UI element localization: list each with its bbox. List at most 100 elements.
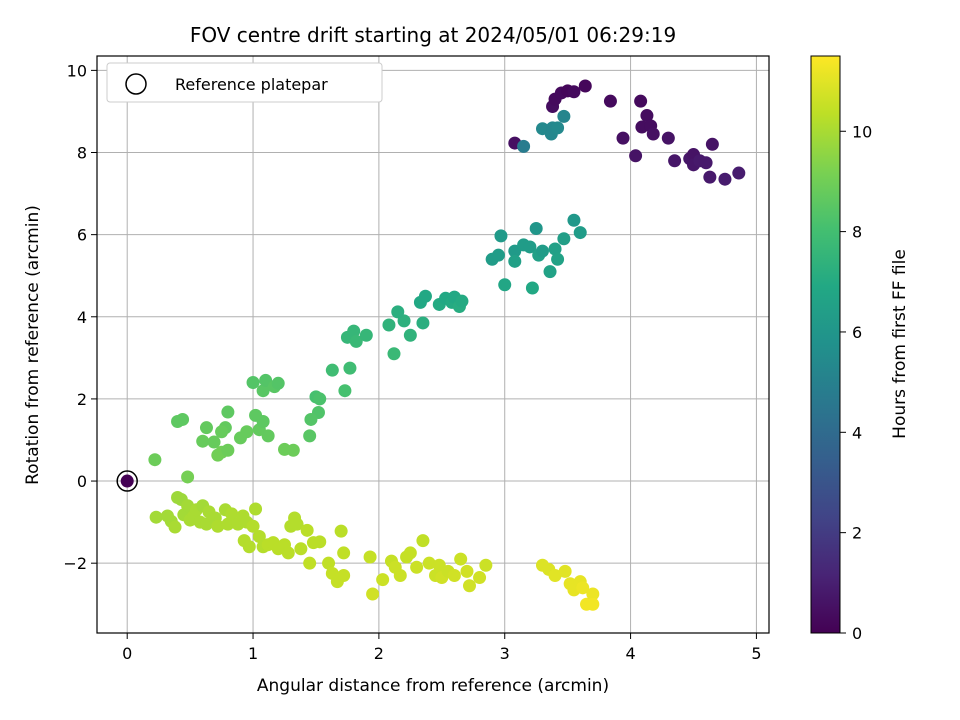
data-point	[261, 429, 275, 443]
y-tick-label: −2	[63, 554, 87, 573]
x-ticks: 0 1 2 3 4 5	[122, 633, 762, 663]
data-point	[325, 363, 339, 377]
grid	[97, 56, 769, 633]
data-point	[221, 405, 235, 419]
x-tick-label: 1	[248, 644, 258, 663]
data-point	[523, 240, 537, 254]
data-point	[246, 519, 260, 533]
colorbar-tick-label: 4	[852, 423, 862, 442]
data-point	[376, 573, 390, 587]
data-point	[334, 524, 348, 538]
data-point	[347, 324, 361, 338]
data-point	[211, 519, 225, 533]
data-point	[705, 137, 719, 151]
data-point	[382, 318, 396, 332]
data-point	[498, 278, 512, 292]
data-point	[640, 109, 654, 123]
data-point	[629, 149, 643, 163]
chart-title: FOV centre drift starting at 2024/05/01 …	[190, 23, 676, 47]
x-tick-label: 3	[500, 644, 510, 663]
data-point	[391, 305, 405, 319]
data-point	[462, 579, 476, 593]
data-point	[567, 213, 581, 227]
data-point	[160, 509, 174, 523]
data-point	[397, 314, 411, 328]
data-point	[646, 127, 660, 141]
legend: Reference platepar	[106, 62, 383, 103]
data-point	[529, 221, 543, 235]
colorbar: 0 2 4 6 8 10 Hours from first FF file	[810, 55, 910, 643]
data-point	[454, 552, 468, 566]
data-point	[460, 564, 474, 578]
colorbar-tick-label: 8	[852, 223, 862, 242]
data-point	[479, 558, 493, 572]
data-point	[240, 425, 254, 439]
data-point	[403, 328, 417, 342]
data-point	[149, 510, 163, 524]
y-tick-label: 0	[77, 472, 87, 491]
data-point	[393, 569, 407, 583]
y-axis-label: Rotation from reference (arcmin)	[23, 205, 43, 485]
data-point	[313, 535, 327, 549]
data-point	[410, 560, 424, 574]
data-point	[225, 507, 239, 521]
data-point	[281, 546, 295, 560]
colorbar-label: Hours from first FF file	[890, 249, 910, 439]
y-tick-label: 8	[77, 144, 87, 163]
data-point	[508, 254, 522, 268]
x-tick-label: 5	[751, 644, 761, 663]
colorbar-tick-label: 2	[852, 524, 862, 543]
data-points	[116, 79, 746, 611]
data-point	[703, 170, 717, 184]
data-point	[525, 281, 539, 295]
y-tick-label: 4	[77, 308, 87, 327]
data-point	[304, 412, 318, 426]
reference-marker	[116, 470, 138, 492]
data-point	[337, 546, 351, 560]
data-point	[199, 421, 213, 435]
data-point	[634, 94, 648, 108]
data-point	[422, 556, 436, 570]
colorbar-gradient	[810, 55, 841, 634]
data-point	[303, 556, 317, 570]
data-point	[322, 556, 336, 570]
data-point	[359, 328, 373, 342]
data-point	[207, 435, 221, 449]
data-point	[176, 412, 190, 426]
data-point	[256, 384, 270, 398]
data-point	[548, 242, 562, 256]
data-point	[494, 229, 508, 243]
data-point	[473, 571, 487, 585]
data-point	[718, 172, 732, 186]
data-point	[732, 166, 746, 180]
data-point	[294, 542, 308, 556]
data-point	[616, 131, 630, 145]
data-point	[551, 121, 565, 135]
data-point	[246, 375, 260, 389]
data-point	[447, 569, 461, 583]
data-point	[491, 248, 505, 262]
data-point	[573, 226, 587, 240]
data-point	[586, 587, 600, 601]
data-point	[215, 425, 229, 439]
data-point	[252, 529, 266, 543]
data-point	[455, 294, 469, 308]
data-point	[300, 523, 314, 537]
x-tick-label: 2	[374, 644, 384, 663]
colorbar-tick-label: 6	[852, 323, 862, 342]
data-point	[249, 502, 263, 516]
x-tick-label: 4	[625, 644, 635, 663]
y-tick-label: 6	[77, 226, 87, 245]
data-point	[349, 334, 363, 348]
data-point	[578, 79, 592, 93]
data-point	[535, 244, 549, 258]
data-point	[576, 581, 590, 595]
data-point	[699, 156, 713, 170]
data-point	[363, 550, 377, 564]
colorbar-tick-label: 10	[852, 122, 872, 141]
data-point	[551, 252, 565, 266]
plot-frame	[96, 55, 770, 634]
data-point	[303, 429, 317, 443]
